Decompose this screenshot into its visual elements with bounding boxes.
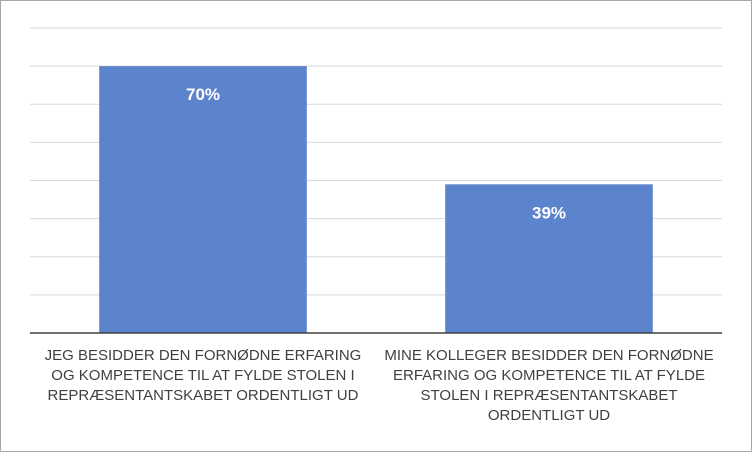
category-label-2: MINE KOLLEGER BESIDDER DEN FORNØDNE ERFA… <box>384 347 714 424</box>
bar-1 <box>99 66 307 333</box>
category-label-1: JEG BESIDDER DEN FORNØDNE ERFARING OG KO… <box>44 347 362 404</box>
bar-2 <box>445 184 653 333</box>
data-label-1: 70% <box>186 85 220 104</box>
data-label-2: 39% <box>532 203 566 222</box>
bars: 70% 39% <box>99 66 653 333</box>
